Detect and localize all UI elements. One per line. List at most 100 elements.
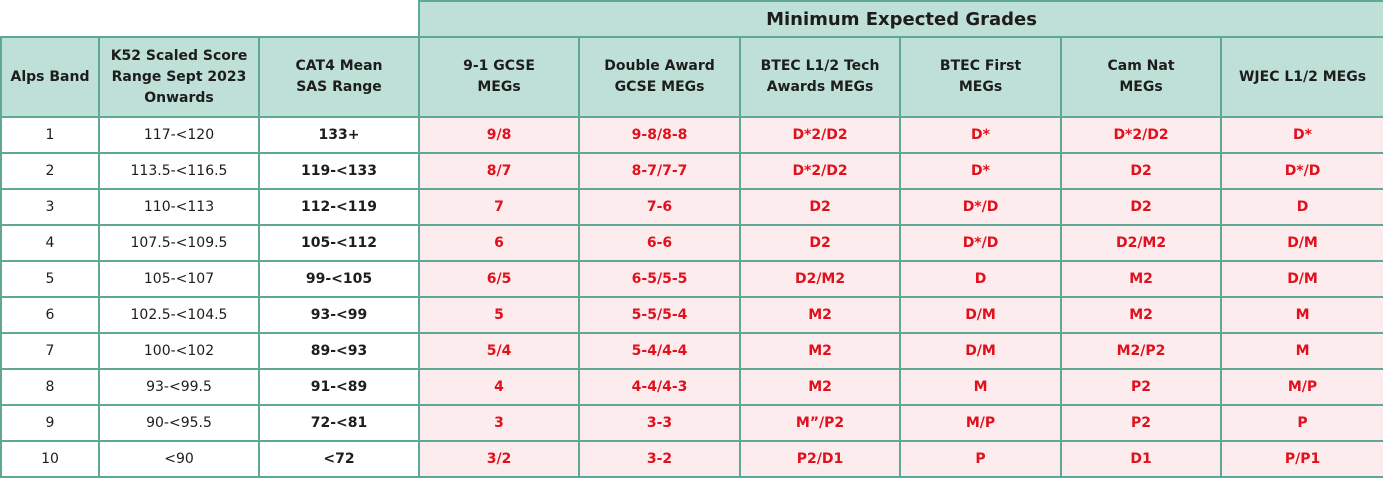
cell-k52: 113.5-<116.5 bbox=[98, 152, 260, 190]
header-cam-nat: Cam Nat MEGs bbox=[1060, 36, 1223, 118]
cell-band: 9 bbox=[0, 404, 100, 442]
table-body: 1 117-<120 133+ 9/8 9-8/8-8 D*2/D2 D* D*2/D2 D* 2… bbox=[0, 116, 1383, 478]
cell-double: 5-5/5-4 bbox=[578, 296, 742, 334]
header-double-award: Double Award GCSE MEGs bbox=[578, 36, 742, 118]
cell-k52: 105-<107 bbox=[98, 260, 260, 298]
cell-double: 9-8/8-8 bbox=[578, 116, 742, 154]
cell-btec-first: D/M bbox=[899, 296, 1063, 334]
cell-btec-first: D*/D bbox=[899, 224, 1063, 262]
cell-sas: 93-<99 bbox=[257, 296, 421, 334]
column-header-row: Alps Band K52 Scaled Score Range Sept 202… bbox=[0, 36, 1383, 118]
cell-gcse: 3/2 bbox=[418, 440, 581, 478]
cell-camnat: D1 bbox=[1060, 440, 1223, 478]
cell-double: 6-6 bbox=[578, 224, 742, 262]
table-row: 7 100-<102 89-<93 5/4 5-4/4-4 M2 D/M M2/P2 M bbox=[0, 332, 1383, 370]
header-alps-band: Alps Band bbox=[0, 36, 100, 118]
blank-corner bbox=[0, 0, 421, 38]
header-btec-tech: BTEC L1/2 Tech Awards MEGs bbox=[739, 36, 902, 118]
table-row: 5 105-<107 99-<105 6/5 6-5/5-5 D2/M2 D M2 D/M bbox=[0, 260, 1383, 298]
cell-wjec: P bbox=[1220, 404, 1383, 442]
cell-btec-tech: D2 bbox=[739, 224, 902, 262]
cell-sas: 99-<105 bbox=[257, 260, 421, 298]
table-row: 1 117-<120 133+ 9/8 9-8/8-8 D*2/D2 D* D*2/D2 D* bbox=[0, 116, 1383, 154]
cell-k52: 93-<99.5 bbox=[98, 368, 260, 406]
cell-band: 2 bbox=[0, 152, 100, 190]
cell-k52: 107.5-<109.5 bbox=[98, 224, 260, 262]
cell-double: 6-5/5-5 bbox=[578, 260, 742, 298]
cell-gcse: 7 bbox=[418, 188, 581, 226]
cell-band: 10 bbox=[0, 440, 100, 478]
cell-btec-first: M bbox=[899, 368, 1063, 406]
cell-band: 1 bbox=[0, 116, 100, 154]
cell-band: 3 bbox=[0, 188, 100, 226]
cell-sas: 91-<89 bbox=[257, 368, 421, 406]
cell-btec-tech: P2/D1 bbox=[739, 440, 902, 478]
cell-camnat: M2 bbox=[1060, 296, 1223, 334]
cell-btec-first: D* bbox=[899, 116, 1063, 154]
super-header: Minimum Expected Grades bbox=[418, 0, 1383, 38]
cell-btec-tech: M2 bbox=[739, 296, 902, 334]
cell-sas: <72 bbox=[257, 440, 421, 478]
cell-k52: <90 bbox=[98, 440, 260, 478]
table-row: 2 113.5-<116.5 119-<133 8/7 8-7/7-7 D*2/D2 D* D… bbox=[0, 152, 1383, 190]
cell-gcse: 6/5 bbox=[418, 260, 581, 298]
cell-sas: 89-<93 bbox=[257, 332, 421, 370]
header-cat4: CAT4 Mean SAS Range bbox=[257, 36, 421, 118]
table-row: 6 102.5-<104.5 93-<99 5 5-5/5-4 M2 D/M M2 M bbox=[0, 296, 1383, 334]
header-k52: K52 Scaled Score Range Sept 2023 Onwards bbox=[98, 36, 260, 118]
cell-btec-tech: M2 bbox=[739, 368, 902, 406]
header-wjec: WJEC L1/2 MEGs bbox=[1220, 36, 1383, 118]
cell-gcse: 9/8 bbox=[418, 116, 581, 154]
cell-camnat: P2 bbox=[1060, 368, 1223, 406]
cell-wjec: D* bbox=[1220, 116, 1383, 154]
cell-k52: 102.5-<104.5 bbox=[98, 296, 260, 334]
cell-wjec: M bbox=[1220, 332, 1383, 370]
table-row: 10 <90 <72 3/2 3-2 P2/D1 P D1 P/P1 bbox=[0, 440, 1383, 478]
cell-wjec: M bbox=[1220, 296, 1383, 334]
cell-btec-tech: D*2/D2 bbox=[739, 152, 902, 190]
super-header-row: Minimum Expected Grades bbox=[0, 0, 1383, 38]
cell-btec-tech: D2 bbox=[739, 188, 902, 226]
cell-btec-first: D bbox=[899, 260, 1063, 298]
cell-btec-first: M/P bbox=[899, 404, 1063, 442]
cell-gcse: 8/7 bbox=[418, 152, 581, 190]
cell-wjec: D/M bbox=[1220, 224, 1383, 262]
cell-sas: 112-<119 bbox=[257, 188, 421, 226]
cell-btec-first: D*/D bbox=[899, 188, 1063, 226]
table-row: 9 90-<95.5 72-<81 3 3-3 M”/P2 M/P P2 P bbox=[0, 404, 1383, 442]
cell-camnat: D2/M2 bbox=[1060, 224, 1223, 262]
table-row: 8 93-<99.5 91-<89 4 4-4/4-3 M2 M P2 M/P bbox=[0, 368, 1383, 406]
cell-gcse: 3 bbox=[418, 404, 581, 442]
cell-band: 7 bbox=[0, 332, 100, 370]
cell-btec-tech: D2/M2 bbox=[739, 260, 902, 298]
cell-k52: 117-<120 bbox=[98, 116, 260, 154]
cell-btec-first: P bbox=[899, 440, 1063, 478]
cell-double: 5-4/4-4 bbox=[578, 332, 742, 370]
cell-camnat: D*2/D2 bbox=[1060, 116, 1223, 154]
table-row: 4 107.5-<109.5 105-<112 6 6-6 D2 D*/D D2/M2 D/M bbox=[0, 224, 1383, 262]
header-gcse: 9-1 GCSE MEGs bbox=[418, 36, 581, 118]
cell-camnat: M2 bbox=[1060, 260, 1223, 298]
cell-btec-tech: M”/P2 bbox=[739, 404, 902, 442]
cell-wjec: D/M bbox=[1220, 260, 1383, 298]
cell-band: 5 bbox=[0, 260, 100, 298]
cell-camnat: D2 bbox=[1060, 188, 1223, 226]
cell-wjec: D bbox=[1220, 188, 1383, 226]
cell-double: 7-6 bbox=[578, 188, 742, 226]
cell-band: 4 bbox=[0, 224, 100, 262]
cell-sas: 133+ bbox=[257, 116, 421, 154]
cell-double: 4-4/4-3 bbox=[578, 368, 742, 406]
cell-wjec: P/P1 bbox=[1220, 440, 1383, 478]
cell-k52: 100-<102 bbox=[98, 332, 260, 370]
cell-gcse: 4 bbox=[418, 368, 581, 406]
cell-btec-tech: M2 bbox=[739, 332, 902, 370]
header-btec-first: BTEC First MEGs bbox=[899, 36, 1063, 118]
cell-double: 8-7/7-7 bbox=[578, 152, 742, 190]
cell-sas: 105-<112 bbox=[257, 224, 421, 262]
cell-k52: 90-<95.5 bbox=[98, 404, 260, 442]
cell-band: 6 bbox=[0, 296, 100, 334]
cell-camnat: M2/P2 bbox=[1060, 332, 1223, 370]
table-row: 3 110-<113 112-<119 7 7-6 D2 D*/D D2 D bbox=[0, 188, 1383, 226]
cell-btec-tech: D*2/D2 bbox=[739, 116, 902, 154]
cell-double: 3-3 bbox=[578, 404, 742, 442]
